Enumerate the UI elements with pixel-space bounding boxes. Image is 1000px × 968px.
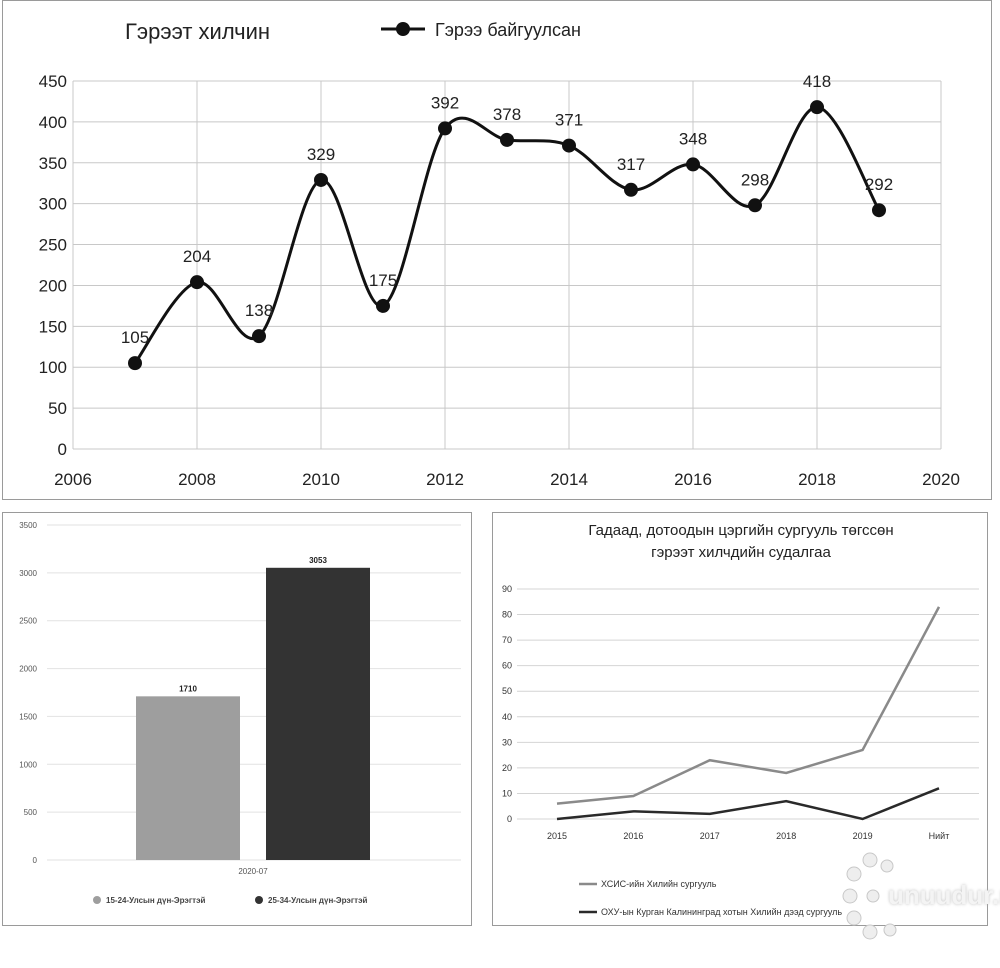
chart-3-svg: Гадаад, дотоодын цэргийн сургууль төгссө…: [502, 522, 979, 917]
chart-1-y-tick: 50: [48, 399, 67, 418]
chart-3-y-tick: 10: [502, 788, 512, 798]
chart-1-x-tick: 2018: [798, 470, 836, 489]
chart-1-x-tick: 2010: [302, 470, 340, 489]
chart-1-x-tick: 2020: [922, 470, 960, 489]
chart-3-y-tick: 90: [502, 584, 512, 594]
chart-1-data-label: 418: [803, 72, 831, 91]
chart-3-x-tick: 2019: [853, 831, 873, 841]
chart-1-y-tick: 250: [39, 236, 67, 255]
chart-3-y-tick: 70: [502, 635, 512, 645]
chart-1-point: [624, 182, 638, 197]
chart-1-y-tick: 350: [39, 154, 67, 173]
chart-1-point: [252, 329, 266, 344]
chart-2-y-tick: 1000: [19, 760, 37, 769]
chart-3-series-line: [556, 606, 941, 805]
chart-3-x-tick: Нийт: [929, 831, 950, 841]
chart-1-point: [190, 275, 204, 290]
chart-3-y-tick: 60: [502, 661, 512, 671]
chart-1-y-tick: 100: [39, 358, 67, 377]
chart-2-y-tick: 2000: [19, 665, 37, 674]
chart-3-y-tick: 50: [502, 686, 512, 696]
chart-2-bar: [136, 696, 240, 860]
chart-2-y-tick: 0: [33, 856, 38, 865]
chart-1-y-tick: 450: [39, 72, 67, 91]
chart-2-y-tick: 500: [24, 808, 38, 817]
chart-3-title-line: Гадаад, дотоодын цэргийн сургууль төгссө…: [588, 522, 893, 539]
chart-1-legend-label: Гэрээ байгуулсан: [435, 20, 581, 40]
watermark: unuudur.mn: [840, 846, 1000, 946]
chart-2-y-tick: 3000: [19, 569, 37, 578]
chart-1-data-label: 138: [245, 301, 273, 320]
chart-1-data-label: 175: [369, 271, 397, 290]
chart-1-legend-marker: [396, 22, 410, 36]
chart-2-data-label: 3053: [309, 556, 327, 565]
chart-1-point: [562, 138, 576, 153]
chart-3-y-tick: 0: [507, 814, 512, 824]
chart-3-legend-label: ХСИС-ийн Хилийн сургууль: [601, 879, 717, 889]
chart-1-point: [810, 100, 824, 115]
chart-1-data-label: 378: [493, 105, 521, 124]
chart-1-x-tick: 2006: [54, 470, 92, 489]
chart-1-point: [748, 198, 762, 213]
chart-2-y-tick: 1500: [19, 712, 37, 721]
chart-1-point: [128, 356, 142, 371]
chart-3-x-tick: 2016: [623, 831, 643, 841]
chart-1-point: [376, 298, 390, 313]
chart-2-data-label: 1710: [179, 684, 197, 693]
chart-1-x-tick: 2014: [550, 470, 588, 489]
chart-2-y-tick: 2500: [19, 617, 37, 626]
chart-2-bar: [266, 567, 370, 860]
chart-1-data-label: 392: [431, 93, 459, 112]
chart-3-y-tick: 80: [502, 610, 512, 620]
chart-1-svg: Гэрээт хилчин Гэрээ байгуулсан 0 50 100 150 20…: [39, 19, 960, 489]
watermark-text: unuudur.mn: [888, 880, 1000, 910]
chart-1-point: [438, 121, 452, 136]
chart-1-point: [314, 172, 328, 187]
chart-2-y-tick: 3500: [19, 521, 37, 530]
chart-3-y-tick: 40: [502, 712, 512, 722]
military-school-line-chart: Гадаад, дотоодын цэргийн сургууль төгссө…: [492, 512, 988, 926]
chart-1-x-tick: 2012: [426, 470, 464, 489]
chart-1-point: [872, 203, 886, 218]
chart-2-legend-marker: [93, 896, 101, 904]
chart-1-data-label: 348: [679, 129, 707, 148]
chart-2-x-tick: 2020-07: [238, 867, 268, 876]
chart-1-y-tick: 400: [39, 113, 67, 132]
chart-1-data-label: 329: [307, 145, 335, 164]
chart-3-y-tick: 20: [502, 763, 512, 773]
chart-1-x-tick: 2016: [674, 470, 712, 489]
chart-1-data-label: 292: [865, 175, 893, 194]
chart-2-svg: 0 500 1000 1500 2000 2500 3000 3500 1710 3053 2020…: [19, 521, 461, 905]
chart-1-data-label: 105: [121, 328, 149, 347]
chart-3-x-tick: 2017: [700, 831, 720, 841]
chart-2-legend-label: 25-34-Улсын дүн-Эрэгтэй: [268, 896, 367, 905]
chart-1-title: Гэрээт хилчин: [125, 19, 270, 44]
chart-3-series-line: [556, 787, 940, 821]
chart-1-point: [500, 132, 514, 147]
chart-3-x-tick: 2015: [547, 831, 567, 841]
contract-soldier-line-chart: Гэрээт хилчин Гэрээ байгуулсан 0 50 100 150 20…: [2, 0, 992, 500]
age-group-bar-chart: 0 500 1000 1500 2000 2500 3000 3500 1710 3053 2020…: [2, 512, 472, 926]
chart-1-data-label: 371: [555, 111, 583, 130]
chart-1-data-label: 204: [183, 247, 211, 266]
chart-2-legend-marker: [255, 896, 263, 904]
watermark-logo-icon: [842, 852, 897, 940]
chart-3-legend-label: ОХУ-ын Курган Калининград хотын Хилийн д…: [601, 907, 842, 917]
chart-3-y-tick: 30: [502, 737, 512, 747]
chart-1-point: [686, 157, 700, 172]
chart-1-x-tick: 2008: [178, 470, 216, 489]
chart-3-title-line: гэрээт хилчдийн судалгаа: [651, 544, 831, 561]
chart-1-y-tick: 150: [39, 317, 67, 336]
chart-1-data-label: 317: [617, 155, 645, 174]
chart-1-data-label: 298: [741, 170, 769, 189]
chart-2-legend-label: 15-24-Улсын дүн-Эрэгтэй: [106, 896, 205, 905]
chart-3-x-tick: 2018: [776, 831, 796, 841]
chart-1-y-tick: 300: [39, 195, 67, 214]
chart-1-y-tick: 200: [39, 276, 67, 295]
chart-1-y-tick: 0: [58, 440, 67, 459]
